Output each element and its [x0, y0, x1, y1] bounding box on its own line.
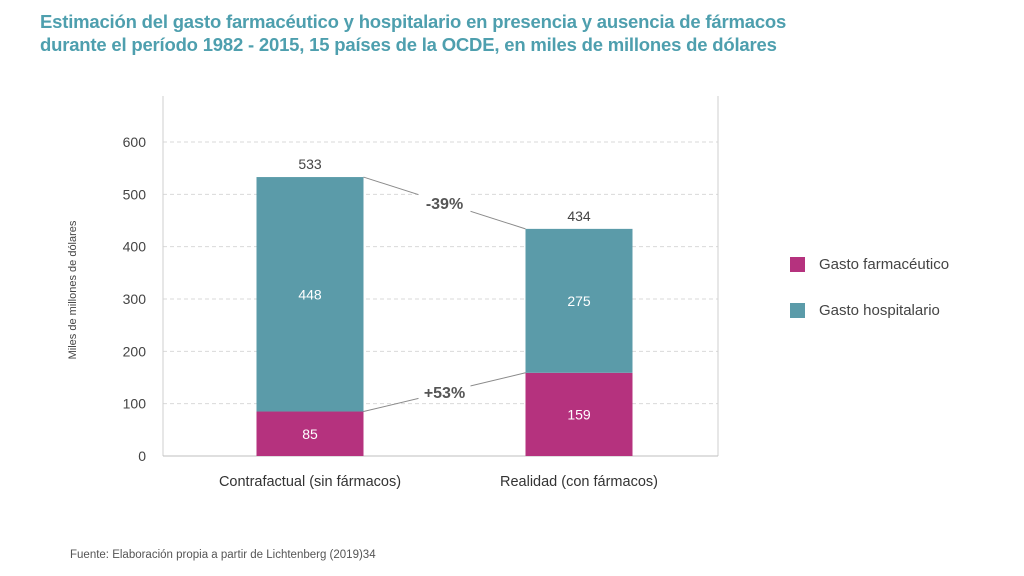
annotation-bg-farmaceutico — [418, 380, 471, 403]
bar-hospitalario-0 — [256, 177, 364, 412]
y-tick-label-500: 500 — [123, 186, 147, 202]
change-annotation-farmaceutico: +53% — [424, 385, 465, 402]
bar-label-farmaceutico-0: 85 — [302, 426, 318, 442]
y-tick-label-600: 600 — [123, 134, 147, 150]
legend-item-farmaceutico: Gasto farmacéutico — [790, 254, 949, 274]
bar-hospitalario-1 — [525, 228, 633, 373]
y-axis-label: Miles de millones de dólares — [67, 220, 79, 359]
bar-label-farmaceutico-1: 159 — [567, 406, 591, 422]
x-tick-label-1: Realidad (con fármacos) — [500, 474, 658, 490]
total-label-1: 434 — [567, 208, 591, 224]
y-tick-label-0: 0 — [138, 448, 146, 464]
bar-farmaceutico-1 — [525, 372, 633, 456]
legend-label-farmaceutico: Gasto farmacéutico — [819, 255, 950, 273]
legend-swatch-hospitalario — [790, 302, 805, 318]
source-note: Fuente: Elaboración propia a partir de L… — [70, 549, 376, 561]
change-annotation-hospitalario: -39% — [426, 196, 463, 213]
y-tick-label-400: 400 — [123, 239, 147, 255]
y-tick-label-300: 300 — [123, 291, 147, 307]
bar-farmaceutico-0 — [256, 411, 364, 456]
chart-title-line-2: durante el período 1982 - 2015, 15 paíse… — [40, 34, 777, 55]
legend-item-hospitalario: Gasto hospitalario — [790, 300, 949, 320]
y-tick-label-100: 100 — [123, 396, 147, 412]
bar-label-hospitalario-0: 448 — [298, 286, 322, 302]
chart-legend: Gasto farmacéutico Gasto hospitalario — [790, 254, 949, 346]
bar-label-hospitalario-1: 275 — [567, 293, 591, 309]
total-label-0: 533 — [298, 156, 322, 172]
legend-swatch-farmaceutico — [790, 256, 805, 272]
chart-title-line-1: Estimación del gasto farmacéutico y hosp… — [40, 11, 787, 32]
x-tick-label-0: Contrafactual (sin fármacos) — [219, 474, 401, 490]
annotation-bg-hospitalario — [418, 190, 471, 213]
y-tick-label-200: 200 — [123, 343, 147, 359]
chart-title: Estimación del gasto farmacéutico y hosp… — [40, 10, 786, 56]
legend-label-hospitalario: Gasto hospitalario — [819, 301, 940, 319]
